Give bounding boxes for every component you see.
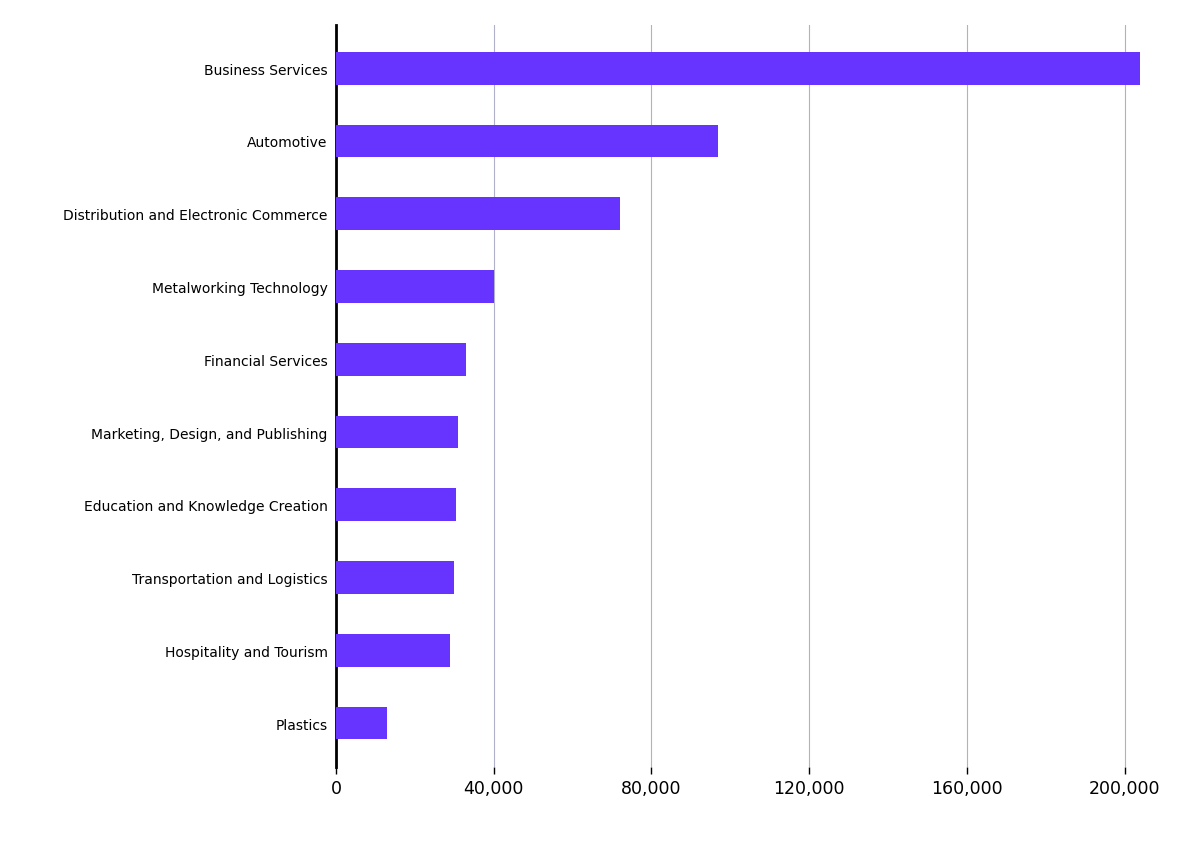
Bar [336,634,450,667]
Bar [336,53,1140,85]
Bar [336,489,456,521]
Bar [336,561,455,594]
Bar [336,707,388,740]
Bar [336,271,493,303]
Bar [336,343,466,377]
Bar [336,199,620,231]
Bar [336,125,719,158]
Bar [336,416,458,449]
